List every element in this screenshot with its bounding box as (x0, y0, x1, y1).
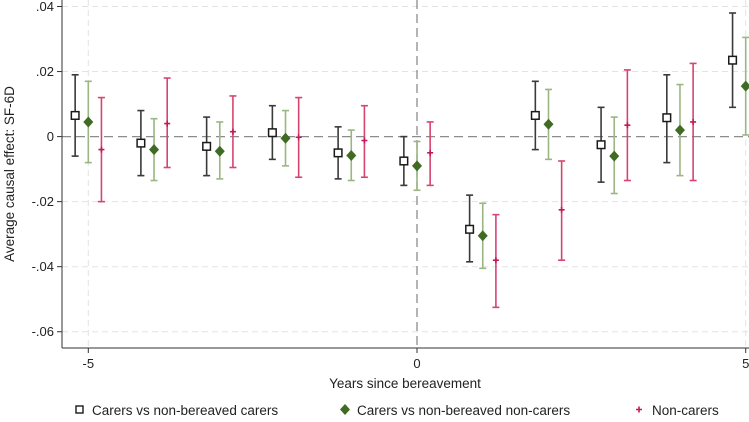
data-point-square (596, 140, 606, 150)
data-point-square (202, 141, 212, 151)
series-1 (70, 12, 738, 263)
data-point-square (70, 110, 80, 121)
data-point-plus (492, 257, 499, 264)
data-point-square (530, 110, 540, 121)
data-point-square (267, 128, 277, 138)
x-axis-title: Years since bereavement (329, 376, 481, 391)
data-point-diamond (214, 145, 225, 157)
data-point-diamond (543, 118, 554, 130)
legend-plus-icon (636, 406, 642, 413)
data-point-diamond (477, 230, 488, 242)
legend-label-non-carers: Non-carers (652, 403, 719, 418)
axes: .04 .02 0 -.02 -.04 -.06 -5 0 5 (32, 0, 749, 371)
y-tick-label: .02 (36, 64, 54, 79)
legend-label-carers-vs-non-bereaved-non-carers: Carers vs non-bereaved non-carers (357, 403, 570, 418)
x-tick-label: -5 (83, 356, 95, 371)
legend-diamond-icon (340, 404, 350, 415)
data-point-plus (558, 206, 565, 213)
series-2 (83, 36, 749, 270)
data-point-plus (427, 149, 434, 156)
y-tick-label: -.04 (32, 259, 54, 274)
data-point-diamond (674, 124, 685, 136)
y-axis-title: Average causal effect: SF-6D (2, 86, 17, 262)
plot-background (62, 0, 749, 348)
data-point-diamond (83, 116, 94, 128)
legend-label-carers-vs-non-bereaved-carers: Carers vs non-bereaved carers (92, 403, 278, 418)
data-point-plus (624, 122, 631, 129)
data-point-square (728, 55, 738, 65)
data-point-square (399, 156, 409, 166)
y-tick-label: 0 (47, 129, 54, 144)
data-point-plus (229, 128, 236, 135)
data-point-diamond (346, 149, 357, 161)
legend: Carers vs non-bereaved carers Carers vs … (75, 403, 719, 418)
legend-item-carers-vs-non-bereaved-non-carers: Carers vs non-bereaved non-carers (340, 403, 570, 418)
x-tick-label: 0 (413, 356, 420, 371)
data-point-diamond (149, 144, 160, 156)
data-point-plus (98, 146, 105, 153)
data-point-diamond (412, 160, 423, 172)
series-layer (70, 12, 749, 309)
data-point-square (333, 148, 343, 158)
data-point-plus (361, 137, 368, 144)
y-tick-label: -.06 (32, 324, 54, 339)
y-tick-label: .04 (36, 0, 54, 14)
y-tick-label: -.02 (32, 194, 54, 209)
data-point-square (662, 113, 672, 123)
data-point-square (465, 224, 475, 234)
data-point-diamond (740, 80, 749, 92)
series-3 (97, 62, 697, 309)
legend-hollow-square-icon (75, 405, 84, 414)
data-point-square (136, 138, 146, 148)
data-point-plus (164, 120, 171, 127)
x-tick-label: 5 (742, 356, 749, 371)
legend-item-non-carers: Non-carers (636, 403, 719, 418)
data-point-plus (295, 134, 302, 141)
legend-item-carers-vs-non-bereaved-carers: Carers vs non-bereaved carers (75, 403, 278, 418)
gridlines (62, 0, 749, 348)
data-point-diamond (280, 132, 291, 144)
data-point-diamond (609, 150, 620, 162)
data-point-plus (690, 118, 697, 125)
